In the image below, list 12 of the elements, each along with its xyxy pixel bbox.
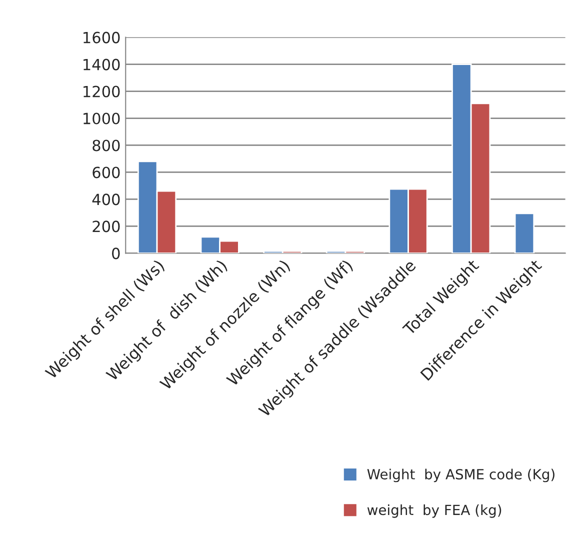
legend-label: weight by FEA (kg) <box>367 504 502 518</box>
y-tick-label: 1000 <box>84 112 120 124</box>
y-tick-label: 1600 <box>84 32 120 44</box>
y-tick-label: 0 <box>112 248 120 260</box>
y-tick-label: 1200 <box>84 86 120 98</box>
y-tick-label: 1400 <box>84 58 120 70</box>
y-tick-label: 600 <box>92 166 120 178</box>
y-tick-label: 200 <box>92 220 120 232</box>
y-tick-label: 400 <box>92 194 120 206</box>
y-tick-label: 800 <box>92 140 120 152</box>
bar <box>514 212 535 254</box>
legend-label: Weight by ASME code (Kg) <box>367 468 554 482</box>
